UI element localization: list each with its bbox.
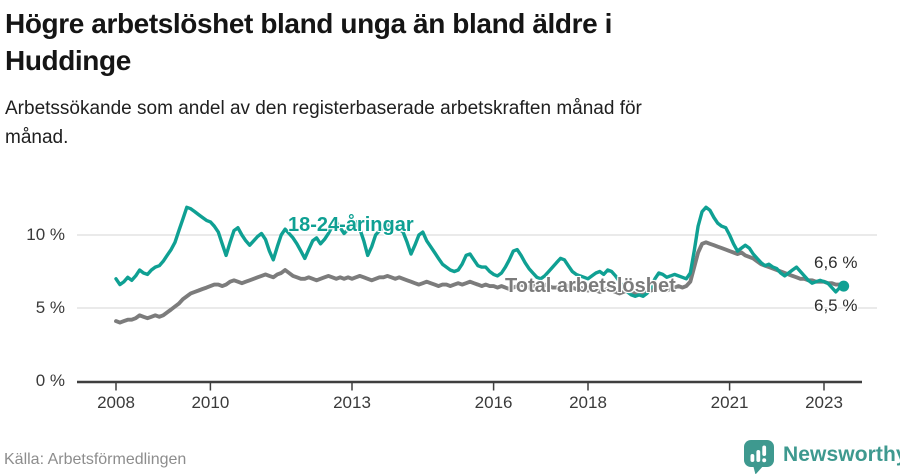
title-line-1: Högre arbetslöshet bland unga än bland ä… [5,8,613,39]
x-axis-tick-label: 2016 [474,393,513,412]
series-end-dot [838,280,850,292]
series-line-young [114,205,846,298]
title-line-2: Huddinge [5,45,131,76]
x-axis-tick-label: 2021 [710,393,749,412]
page-title: Högre arbetslöshet bland unga än bland ä… [5,5,885,79]
x-axis-tick-label: 2013 [333,393,371,412]
y-axis-tick-label: 0 % [35,371,65,390]
x-axis-tick-label: 2023 [805,393,843,412]
source-note: Källa: Arbetsförmedlingen [4,451,187,468]
series-label-young: 18-24-åringar [288,214,414,236]
x-axis-tick-label: 2010 [191,393,230,412]
series-label-total: Total arbetslöshet [505,275,676,297]
value-label-young: 6,5 % [814,296,858,315]
subtitle-line-1: Arbetssökande som andel av den registerb… [5,98,642,119]
x-axis-tick-label: 2008 [97,393,135,412]
y-axis-tick-label: 10 % [26,225,65,244]
series-line-total [114,240,846,325]
y-axis-tick-label: 5 % [35,298,65,317]
x-axis-tick-label: 2018 [569,393,607,412]
brand-lockup: Newsworthy [743,440,900,474]
value-label-total: 6,6 % [814,253,858,272]
newsworthy-chart-bubble-icon [744,440,774,474]
subtitle-line-2: månad. [5,127,69,148]
chart-subtitle: Arbetssökande som andel av den registerb… [5,94,885,152]
brand-name: Newsworthy [783,443,900,466]
